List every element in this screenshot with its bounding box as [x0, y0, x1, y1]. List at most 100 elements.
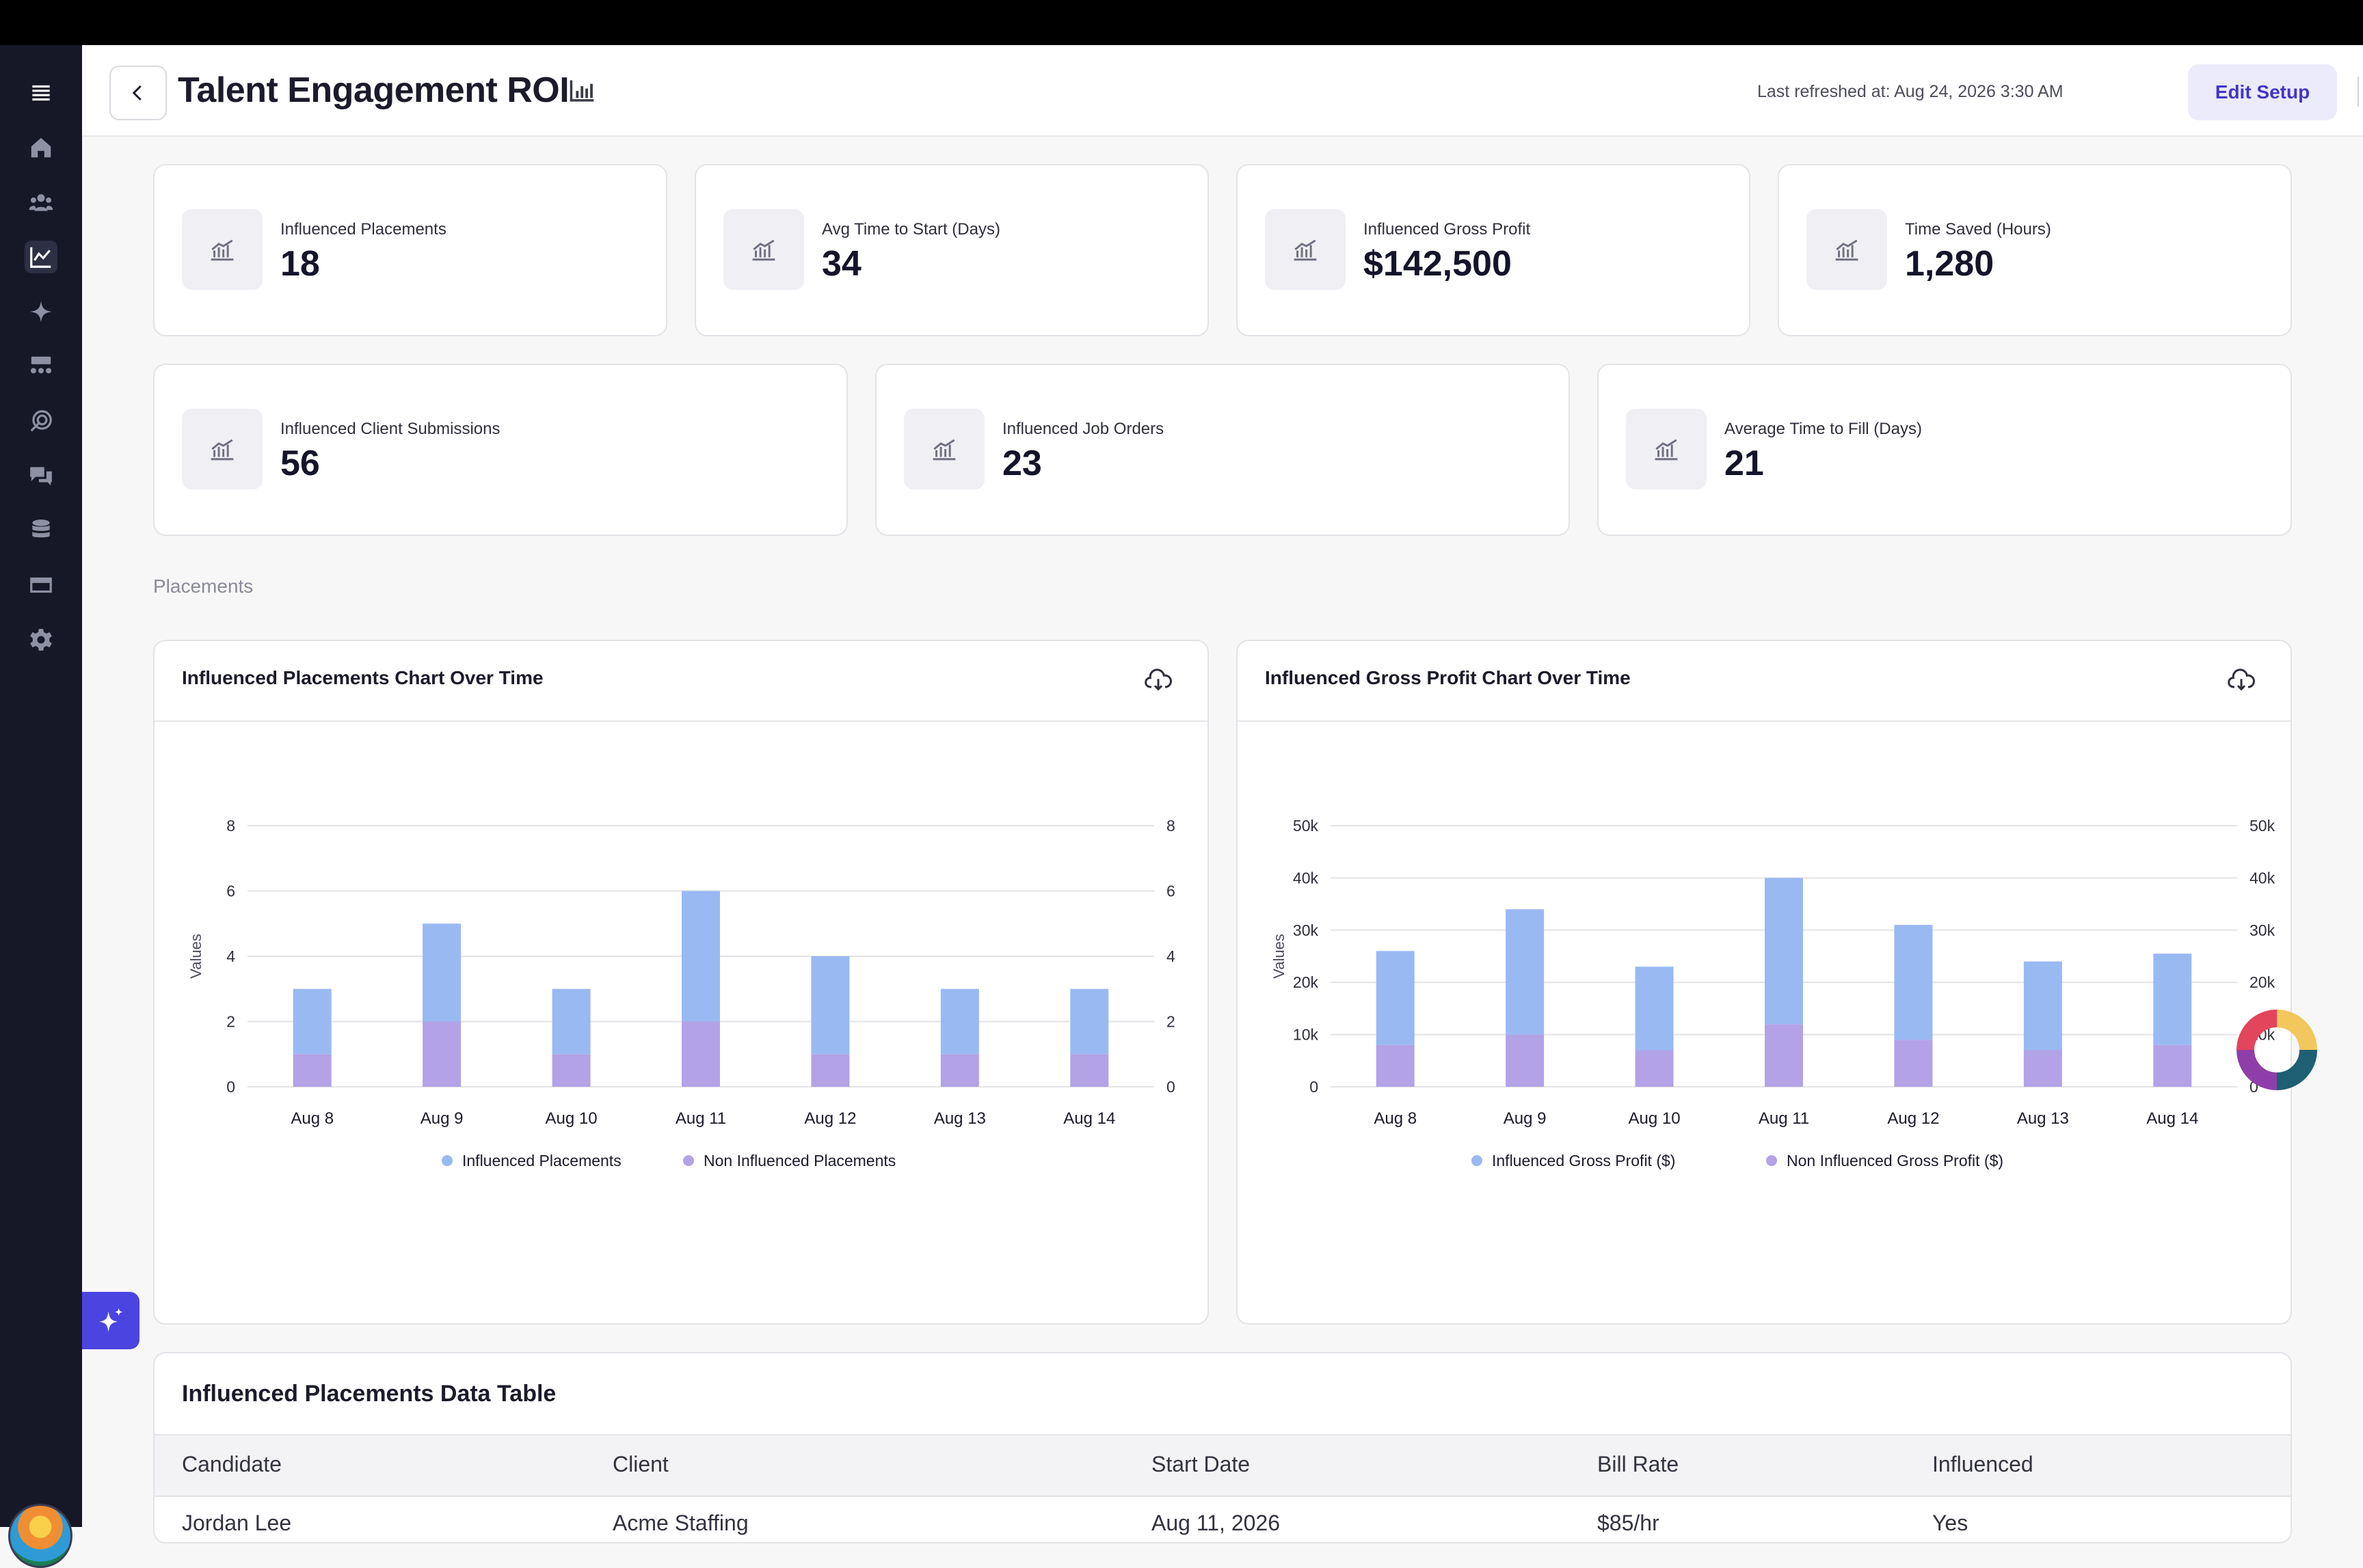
bar-non-influenced-gross-profit- [1376, 1044, 1415, 1087]
table-cell: Acme Staffing [613, 1511, 749, 1535]
analytics-icon [1806, 209, 1887, 290]
donut-widget-icon[interactable] [2234, 1008, 2319, 1092]
bar-non-influenced-placements [811, 1054, 850, 1087]
bar-influenced-gross-profit- [2153, 954, 2192, 1045]
bar-non-influenced-placements [423, 1021, 462, 1087]
kpi-card-influenced-job-orders: Influenced Job Orders 23 [875, 364, 1570, 536]
analytics-icon [1626, 409, 1707, 489]
x-tick-label: Aug 8 [1374, 1109, 1417, 1128]
bar-non-influenced-placements [1070, 1054, 1109, 1087]
sparkle-icon[interactable] [25, 295, 57, 328]
home-icon[interactable] [25, 131, 57, 164]
bar-influenced-placements [423, 923, 462, 1022]
bar-non-influenced-placements [552, 1054, 591, 1087]
analytics-icon [1265, 209, 1346, 290]
x-tick-label: Aug 8 [291, 1109, 334, 1128]
chart-title: Influenced Gross Profit Chart Over Time [1265, 667, 1631, 688]
table-title: Influenced Placements Data Table [182, 1381, 557, 1407]
placements-bar-chart: 0 0 2 2 4 4 6 6 8 8 Values Aug 8 Aug 9 Aug 10 Aug 11 Au… [187, 817, 1175, 1170]
bar-non-influenced-gross-profit- [1894, 1040, 1933, 1087]
column-header[interactable]: Candidate [182, 1452, 282, 1476]
bar-non-influenced-placements [293, 1054, 332, 1087]
last-refreshed-text: Last refreshed at: Aug 24, 2026 3:30 AM [1757, 82, 2064, 101]
y-tick-label: 50k [1293, 817, 1319, 835]
x-tick-label: Aug 12 [804, 1109, 856, 1128]
kpi-value: 18 [280, 244, 320, 284]
bar-influenced-placements [552, 988, 591, 1055]
bar-influenced-placements [940, 988, 979, 1055]
x-tick-label: Aug 13 [2017, 1109, 2069, 1128]
y-tick-label: 8 [226, 817, 235, 835]
table-header-row: Candidate Client Start Date Bill Rate In… [155, 1434, 2291, 1497]
chart-card-gross-profit: Influenced Gross Profit Chart Over Time … [1236, 640, 2292, 1325]
chart-title: Influenced Placements Chart Over Time [182, 667, 544, 688]
y-tick-label-right: 0 [1166, 1078, 1175, 1096]
kpi-label: Influenced Placements [280, 220, 446, 239]
chevron-left-icon [132, 85, 142, 101]
kpi-value: 23 [1002, 444, 1042, 483]
analytics-icon [904, 409, 985, 489]
bar-influenced-placements [682, 891, 720, 1022]
kpi-label: Time Saved (Hours) [1905, 220, 2051, 239]
kpi-label: Average Time to Fill (Days) [1724, 420, 1922, 438]
column-header[interactable]: Bill Rate [1597, 1452, 1679, 1476]
cloud-download-icon[interactable] [2228, 668, 2255, 692]
x-tick-label: Aug 9 [1504, 1109, 1547, 1128]
placements-data-table: Influenced Placements Data Table Candida… [153, 1352, 2292, 1543]
x-tick-label: Aug 11 [676, 1109, 726, 1128]
menu-icon[interactable] [25, 77, 57, 109]
table-cell: Aug 11, 2026 [1151, 1511, 1281, 1535]
table-cell: Jordan Lee [182, 1511, 292, 1535]
x-tick-label: Aug 10 [1629, 1109, 1681, 1128]
kpi-label: Influenced Gross Profit [1363, 220, 1531, 239]
x-tick-label: Aug 11 [1759, 1109, 1809, 1128]
bar-non-influenced-placements [682, 1021, 720, 1087]
back-button[interactable] [109, 66, 167, 120]
y-tick-label-right: 30k [2249, 921, 2275, 939]
y-tick-label: 40k [1293, 869, 1319, 887]
bar-influenced-gross-profit- [1635, 967, 1674, 1051]
legend-label: Influenced Placements [462, 1152, 622, 1170]
people-icon[interactable] [25, 186, 57, 219]
top-black-bar [0, 0, 2363, 45]
y-tick-label: 6 [226, 882, 235, 900]
x-tick-label: Aug 9 [420, 1109, 464, 1128]
org-icon[interactable] [25, 350, 57, 383]
sparkles-icon [99, 1308, 123, 1332]
analytics-icon[interactable] [25, 241, 57, 273]
kpi-value: 34 [822, 244, 862, 284]
y-tick-label: 20k [1293, 973, 1319, 991]
y-tick-label-right: 6 [1166, 882, 1175, 900]
bar-chart-icon [570, 80, 594, 102]
column-header[interactable]: Influenced [1932, 1452, 2033, 1476]
bar-non-influenced-placements [940, 1054, 979, 1087]
column-header[interactable]: Start Date [1151, 1452, 1251, 1476]
kpi-value: 56 [280, 444, 320, 483]
y-tick-label-right: 4 [1166, 947, 1175, 965]
x-tick-label: Aug 10 [546, 1109, 598, 1128]
kpi-card-influenced-gross-profit: Influenced Gross Profit $142,500 [1236, 164, 1750, 336]
avatar[interactable] [8, 1504, 72, 1568]
kpi-card-influenced-client-submissions: Influenced Client Submissions 56 [153, 364, 848, 536]
cloud-download-icon[interactable] [1145, 668, 1172, 692]
ai-assistant-button[interactable] [82, 1292, 139, 1349]
edit-setup-button[interactable]: Edit Setup [2188, 64, 2337, 120]
legend-marker [1766, 1155, 1777, 1166]
y-tick-label: 2 [226, 1013, 235, 1031]
y-tick-label: 30k [1293, 921, 1319, 939]
x-tick-label: Aug 13 [934, 1109, 986, 1128]
y-tick-label: 4 [226, 947, 235, 965]
chart-divider [155, 720, 1207, 722]
column-header[interactable]: Client [613, 1452, 669, 1476]
analytics-icon [182, 409, 263, 489]
card-icon[interactable] [25, 569, 57, 601]
analytics-icon [182, 209, 263, 290]
database-icon[interactable] [25, 514, 57, 547]
chat-icon[interactable] [25, 459, 57, 492]
legend-label: Non Influenced Placements [704, 1152, 896, 1170]
bar-non-influenced-gross-profit- [1765, 1024, 1803, 1087]
gear-icon[interactable] [25, 623, 57, 656]
target-icon[interactable] [25, 405, 57, 437]
legend-label: Non Influenced Gross Profit ($) [1787, 1152, 2003, 1170]
